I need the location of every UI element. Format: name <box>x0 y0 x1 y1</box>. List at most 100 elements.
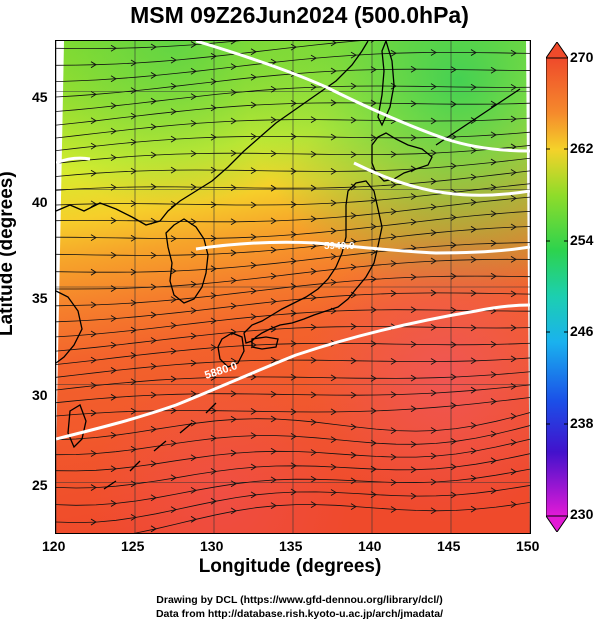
streamline-arrow <box>510 255 517 263</box>
colorbar-gradient <box>546 57 568 517</box>
streamline-arrow <box>470 357 477 365</box>
streamline-arrow <box>370 41 375 43</box>
streamline-arrow <box>450 272 457 280</box>
streamline-arrow <box>110 431 117 439</box>
streamline-arrow <box>290 488 297 496</box>
streamline-arrow <box>270 298 277 305</box>
streamline-arrow <box>430 257 437 265</box>
streamline-arrow <box>390 453 397 461</box>
streamline-arrow <box>330 408 337 416</box>
coastline-shikoku <box>251 336 279 350</box>
streamline-arrow <box>250 407 257 415</box>
streamline-arrow <box>390 290 397 297</box>
streamline-arrow <box>130 378 137 386</box>
streamline-arrow <box>190 359 197 367</box>
coastline-china-east <box>56 290 83 364</box>
streamline <box>56 292 530 323</box>
streamline-arrow <box>230 218 237 226</box>
streamline-arrow <box>110 251 117 259</box>
streamline-arrow <box>490 487 497 495</box>
streamline-arrow <box>290 133 297 140</box>
y-tick-label: 35 <box>32 290 48 306</box>
coastline-ryukyu <box>103 402 217 490</box>
streamline-arrow <box>310 116 317 124</box>
streamline-arrow <box>490 341 497 348</box>
streamline-arrow <box>310 150 317 158</box>
streamline-arrow <box>370 340 377 348</box>
coastline-sakhalin <box>377 41 395 127</box>
streamline-arrow <box>310 501 317 508</box>
streamline-arrow <box>330 463 337 471</box>
streamline-arrow <box>370 134 377 142</box>
streamline-arrow <box>250 101 257 109</box>
streamline-arrow <box>150 525 157 533</box>
streamline-arrow <box>230 480 237 488</box>
colorbar-bottom-triangle <box>546 515 568 532</box>
streamline-arrow <box>310 294 317 302</box>
streamline-arrow <box>90 518 97 526</box>
streamline-arrow <box>390 181 397 189</box>
page-title: MSM 09Z26Jun2024 (500.0hPa) <box>130 2 469 28</box>
x-axis-label: Longitude (degrees) <box>198 556 382 577</box>
streamline-arrow <box>510 412 517 420</box>
streamline-arrow <box>170 440 177 447</box>
streamline-arrow <box>350 423 357 431</box>
streamline-arrow <box>190 150 197 157</box>
streamline-arrow <box>430 203 437 211</box>
streamline-arrow <box>90 268 97 276</box>
streamline-arrow <box>430 229 437 237</box>
streamline-arrow <box>230 117 237 125</box>
streamline-arrow <box>370 306 377 314</box>
streamline-arrow <box>510 501 517 508</box>
contour-5880 <box>56 303 530 441</box>
streamline-arrow <box>490 371 497 379</box>
streamline-arrow <box>90 234 97 241</box>
streamline-arrow <box>110 127 117 135</box>
x-tick-label: 150 <box>516 538 540 554</box>
streamline-arrow <box>390 427 397 434</box>
streamline-arrow <box>150 391 157 399</box>
y-tick-label: 30 <box>32 387 48 403</box>
coastline-kurils <box>435 88 521 146</box>
colorbar-top-triangle <box>546 42 568 59</box>
streamline-arrow <box>210 166 217 174</box>
streamline-arrow <box>190 251 197 259</box>
streamline <box>56 41 241 49</box>
streamline <box>56 438 530 472</box>
streamline-arrow <box>110 183 117 191</box>
streamline-arrow <box>410 466 417 474</box>
streamline-arrow <box>210 265 217 273</box>
y-tick-label: 45 <box>32 89 48 105</box>
streamline-arrow <box>170 108 177 116</box>
streamline-arrow <box>290 340 297 348</box>
streamline-arrow <box>330 489 337 496</box>
domain-edge-left <box>56 41 64 461</box>
coastline-taiwan <box>67 404 87 449</box>
streamline-arrow <box>270 325 277 333</box>
streamline-arrow <box>450 437 457 445</box>
streamline-arrow <box>270 85 277 93</box>
streamline-arrow <box>270 58 277 66</box>
streamline-arrow <box>350 82 357 90</box>
streamline-arrow <box>250 261 257 269</box>
streamline-arrow <box>390 82 397 90</box>
streamline-arrow <box>510 290 517 298</box>
streamline <box>56 326 530 352</box>
streamline-arrow <box>330 67 337 75</box>
streamline-arrow <box>230 507 237 515</box>
streamline-arrow <box>490 131 497 139</box>
streamline-arrow <box>350 116 357 124</box>
contour-5940 <box>195 240 530 255</box>
streamline-arrow <box>90 142 97 150</box>
streamline-arrow <box>270 356 277 364</box>
streamline-arrow <box>210 317 217 325</box>
streamline-arrow <box>270 390 277 398</box>
streamline-arrow <box>470 83 477 91</box>
streamline-arrow <box>150 72 157 79</box>
streamline-arrow <box>210 234 217 242</box>
streamline-arrow <box>170 166 177 174</box>
streamline-arrow <box>390 506 397 513</box>
streamline-arrow <box>510 143 517 151</box>
streamline-arrow <box>410 405 417 413</box>
streamline-arrow <box>410 244 417 252</box>
